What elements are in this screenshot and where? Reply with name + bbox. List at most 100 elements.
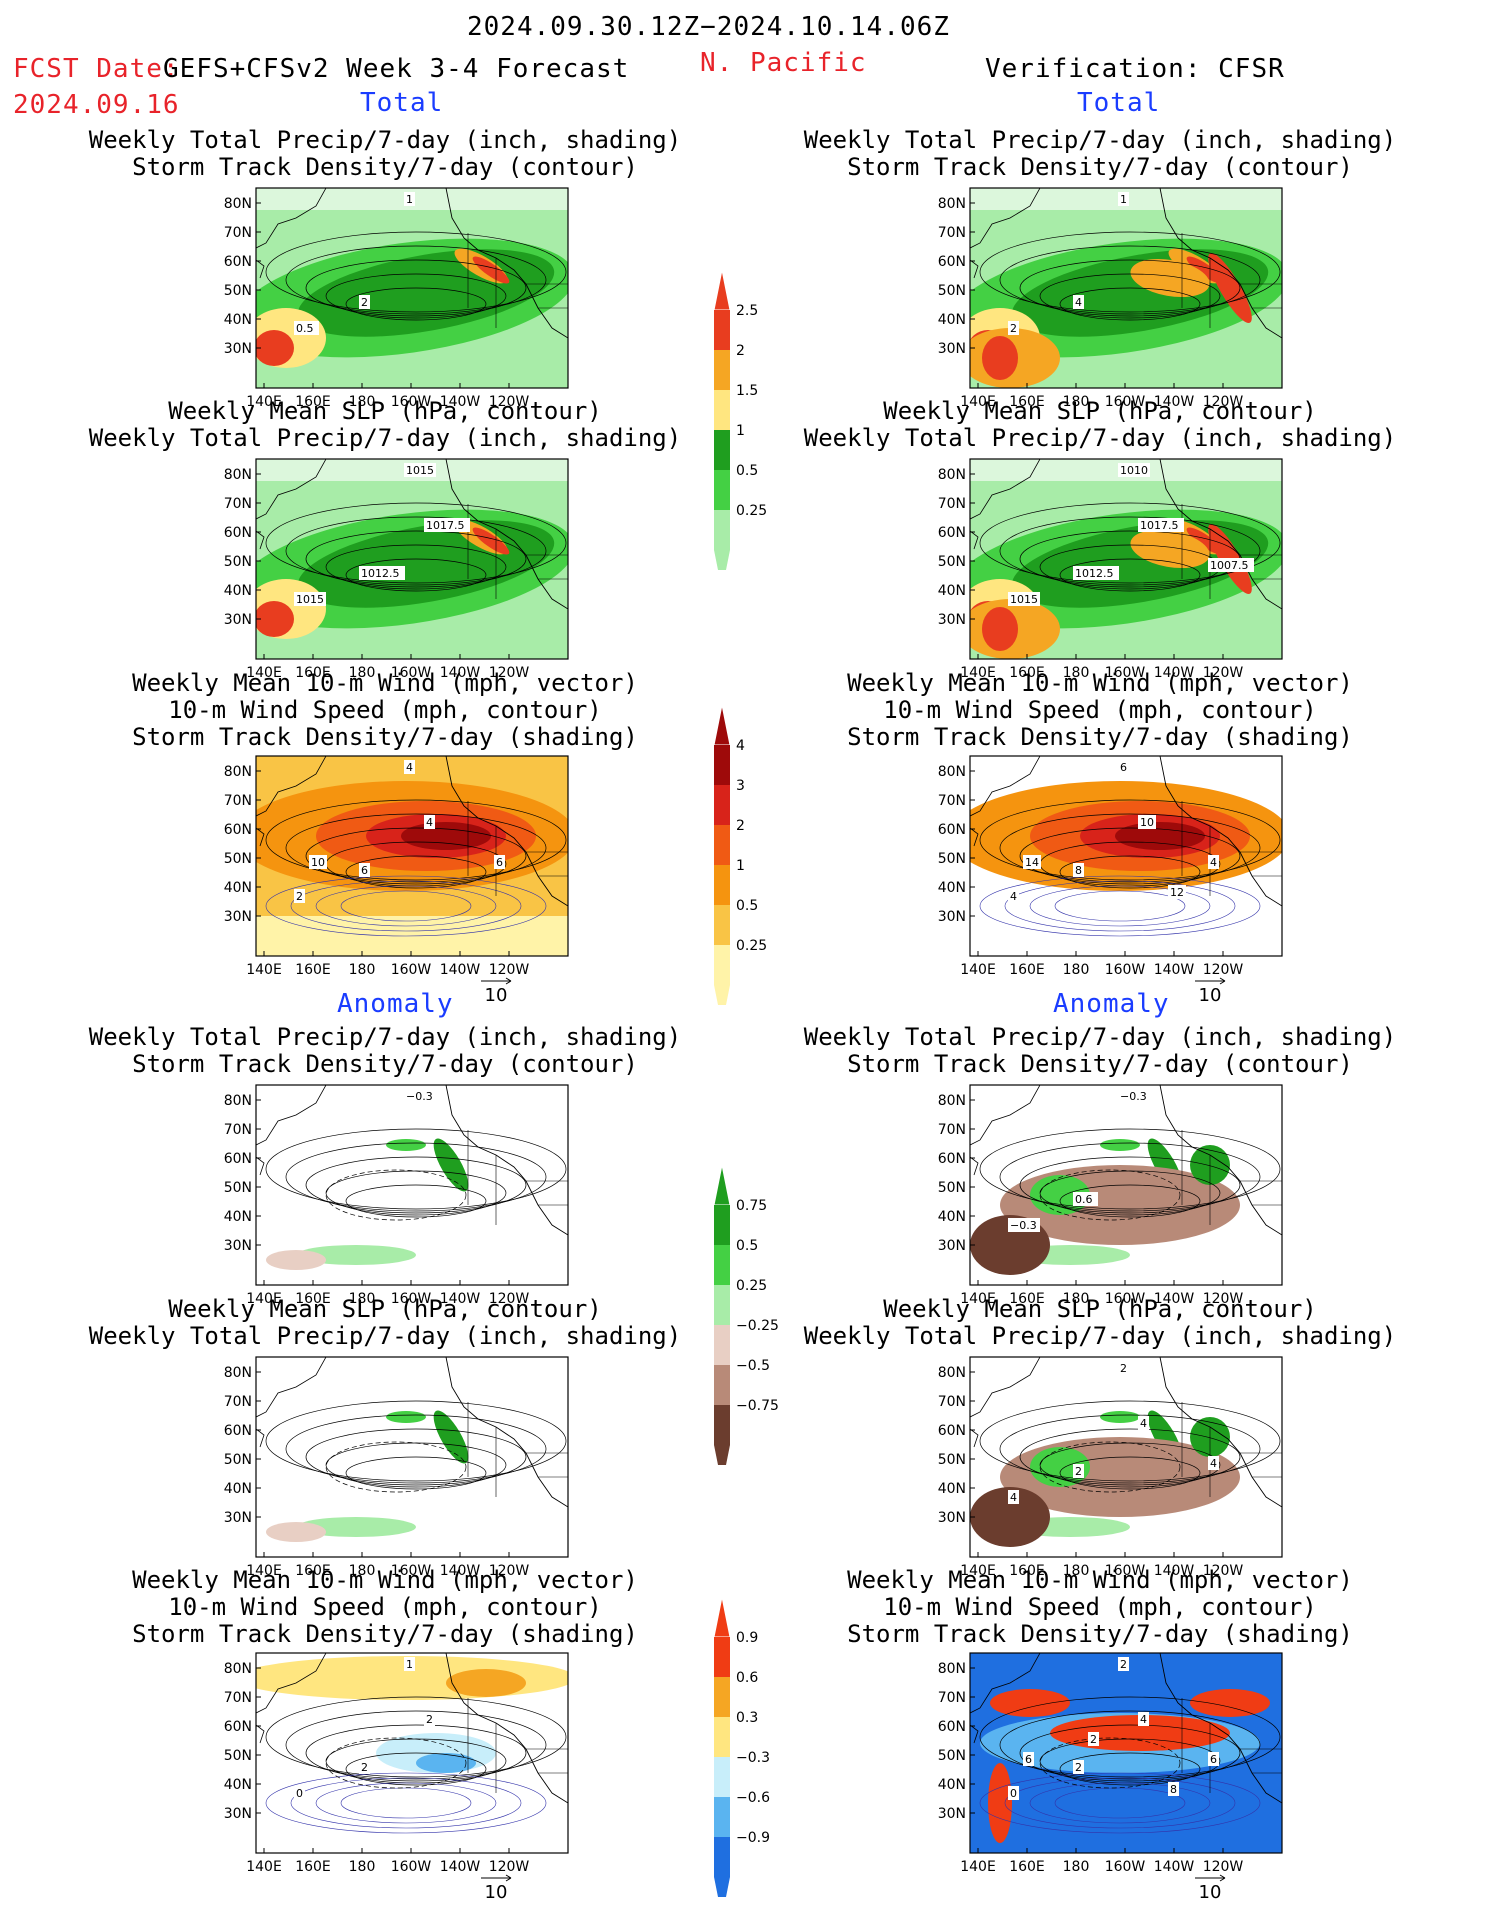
lon-label: 180 <box>1063 1859 1090 1875</box>
colorbar-precip_anom: 0.75 0.5 0.25 −0.25 −0.5 −0.75 <box>713 1164 834 1485</box>
contour-label: 0 <box>1010 1787 1017 1800</box>
verification-label: Verification: CFSR <box>985 54 1285 84</box>
colorbar-label: 2.5 <box>736 303 758 319</box>
lon-label: 160W <box>1105 394 1146 410</box>
period-title: 2024.09.30.12Z−2024.10.14.06Z <box>467 12 950 42</box>
lon-label: 180 <box>1063 1563 1090 1579</box>
lon-label: 160E <box>1009 1291 1045 1307</box>
lat-label: 70N <box>938 496 966 512</box>
lat-label: 40N <box>938 1777 966 1793</box>
lon-label: 120W <box>1203 1291 1244 1307</box>
lon-label: 140E <box>246 665 282 681</box>
lon-label: 120W <box>489 1291 530 1307</box>
lon-label: 120W <box>489 1859 530 1875</box>
lon-label: 140W <box>1154 1563 1195 1579</box>
colorbar-label: 0.9 <box>736 1630 758 1646</box>
lon-label: 180 <box>349 394 376 410</box>
lat-label: 60N <box>938 1719 966 1735</box>
map-obs-precip-storm: 1 4 2 80N 70N 60N 50N 40N 30N 140E 160E 180 160W 140W… <box>938 187 1283 410</box>
lon-label: 120W <box>1203 1563 1244 1579</box>
lat-label: 80N <box>938 467 966 483</box>
lon-label: 140E <box>246 394 282 410</box>
lon-label: 160W <box>391 962 432 978</box>
lon-label: 140E <box>246 1859 282 1875</box>
contour-label: 2 <box>361 1761 368 1774</box>
map-obs-precip-anom: −0.3 0.6 −0.3 80N 70N 60N 50N 40N 30N 140E 160E 180… <box>938 1084 1283 1307</box>
map-panel-obs-precip-anom: −0.3 0.6 −0.3 80N 70N 60N 50N 40N 30N 140E 160E 180… <box>938 1084 1283 1307</box>
panel-title-line: Weekly Total Precip/7-day (inch, shading… <box>88 126 682 154</box>
colorbar-label: 0.25 <box>736 938 767 954</box>
lon-label: 160E <box>295 394 331 410</box>
lat-label: 50N <box>224 1748 252 1764</box>
lon-label: 140W <box>1154 1291 1195 1307</box>
contour-label: 6 <box>1120 761 1127 774</box>
lon-label: 160E <box>1009 394 1045 410</box>
lat-label: 30N <box>224 341 252 357</box>
lon-label: 180 <box>1063 962 1090 978</box>
lat-label: 60N <box>938 525 966 541</box>
lon-label: 160W <box>1105 962 1146 978</box>
contour-label: 4 <box>1210 1457 1217 1470</box>
vector-ref-label: 10 <box>485 985 508 1006</box>
lat-label: 50N <box>224 554 252 570</box>
colorbar-label: −0.9 <box>736 1830 770 1846</box>
colorbar-label: 0.75 <box>736 1198 767 1214</box>
colorbar-label: 3 <box>736 778 745 794</box>
contour-label: 0.5 <box>296 322 314 335</box>
lon-label: 140W <box>1154 394 1195 410</box>
panel-title-line: Storm Track Density/7-day (contour) <box>132 153 638 181</box>
lat-label: 80N <box>224 196 252 212</box>
map-fcst-wind-anom: 1 2 0 2 80N 70N 60N 50N 40N 30N 140E 160E 180 160W 140… <box>224 1652 569 1903</box>
lon-label: 180 <box>349 962 376 978</box>
colorbar-label: 1 <box>736 423 745 439</box>
title-fcst-precip-storm: Weekly Total Precip/7-day (inch, shading… <box>55 127 715 181</box>
contour-label: 14 <box>1025 856 1039 869</box>
lat-label: 50N <box>224 283 252 299</box>
lat-label: 30N <box>938 341 966 357</box>
map-panel-obs-slp-anom: 2 2 4 4 4 80N 70N 60N 50N 40N 30N 140E 160E 180 160W 14… <box>938 1356 1283 1579</box>
lat-label: 40N <box>224 880 252 896</box>
vector-ref-label: 10 <box>485 1882 508 1903</box>
lat-label: 50N <box>938 851 966 867</box>
lat-label: 70N <box>224 1394 252 1410</box>
lon-label: 160E <box>295 1859 331 1875</box>
lat-label: 80N <box>224 764 252 780</box>
contour-label: 6 <box>1025 1753 1032 1766</box>
lat-label: 30N <box>938 1806 966 1822</box>
lon-label: 180 <box>349 1563 376 1579</box>
title-fcst-wind-anom: Weekly Mean 10-m Wind (mph, vector) 10-m … <box>55 1567 715 1648</box>
lon-label: 120W <box>1203 1859 1244 1875</box>
lon-label: 140W <box>440 665 481 681</box>
contour-label: 1012.5 <box>361 567 400 580</box>
lat-label: 70N <box>938 793 966 809</box>
map-panel-fcst-wind-anom: 1 2 0 2 80N 70N 60N 50N 40N 30N 140E 160E 180 160W 140… <box>224 1652 569 1903</box>
lat-label: 80N <box>938 1365 966 1381</box>
lon-label: 160W <box>391 665 432 681</box>
contour-label: 2 <box>426 1713 433 1726</box>
contour-label: −0.3 <box>1010 1219 1037 1232</box>
contour-label: 6 <box>496 856 503 869</box>
lon-label: 120W <box>1203 962 1244 978</box>
map-panel-fcst-precip-anom: −0.3 80N 70N 60N 50N 40N 30N 140E 160E 180 160W 140… <box>224 1084 569 1307</box>
colorbar-label: 4 <box>736 738 745 754</box>
panel-title-line: Weekly Mean SLP (hPa, contour) <box>883 1295 1317 1323</box>
title-obs-precip-anom: Weekly Total Precip/7-day (inch, shading… <box>770 1024 1430 1078</box>
lat-label: 60N <box>938 254 966 270</box>
lat-label: 80N <box>224 1365 252 1381</box>
colorbar-label: −0.3 <box>736 1750 770 1766</box>
lat-label: 40N <box>938 1209 966 1225</box>
lon-label: 120W <box>489 962 530 978</box>
contour-label: 12 <box>1170 886 1184 899</box>
panel-title-line: 10-m Wind Speed (mph, contour) <box>168 696 602 724</box>
contour-label: 10 <box>1140 816 1154 829</box>
lat-label: 50N <box>938 1748 966 1764</box>
lon-label: 140E <box>960 665 996 681</box>
map-panel-obs-precip-storm: 1 4 2 80N 70N 60N 50N 40N 30N 140E 160E 180 160W 140W… <box>938 187 1283 410</box>
lon-label: 160E <box>295 1563 331 1579</box>
vector-ref-label: 10 <box>1199 985 1222 1006</box>
total-left-label: Total <box>360 88 444 118</box>
contour-label: 10 <box>311 856 325 869</box>
lat-label: 80N <box>224 1661 252 1677</box>
contour-label: 2 <box>1090 1733 1097 1746</box>
lat-label: 50N <box>224 1452 252 1468</box>
